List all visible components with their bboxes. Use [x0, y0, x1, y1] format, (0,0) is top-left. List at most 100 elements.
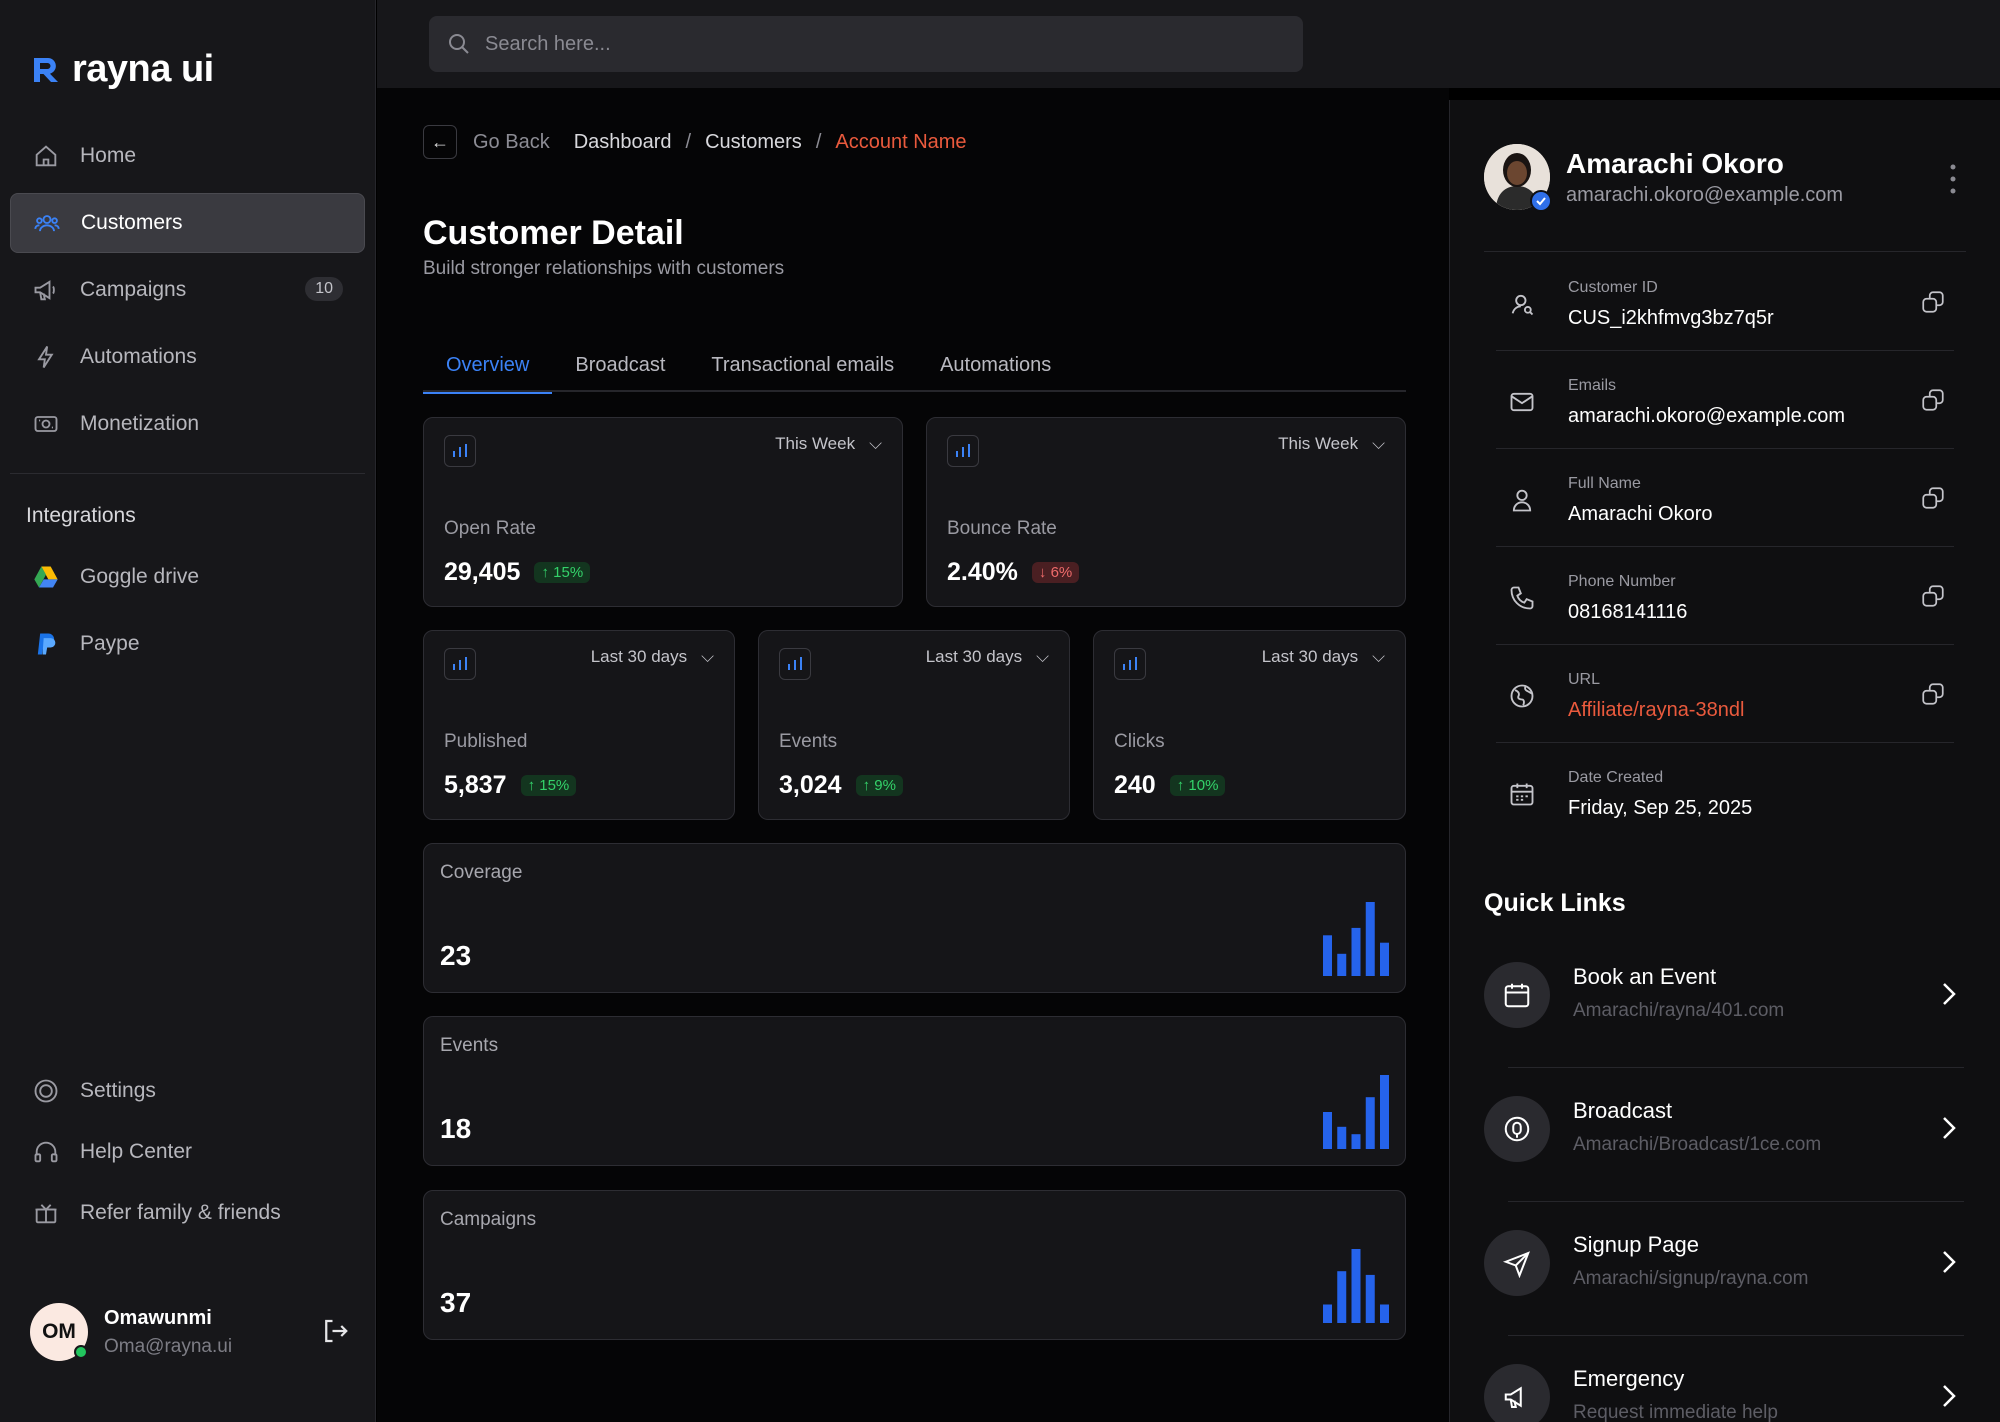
field-value: CUS_i2khfmvg3bz7q5r [1568, 307, 1774, 329]
chart-icon [444, 435, 476, 467]
date-range-label: This Week [1278, 434, 1359, 453]
copy-icon[interactable] [1920, 289, 1946, 315]
summary-value: 37 [440, 1287, 472, 1318]
field-label: Date Created [1568, 769, 1664, 786]
chevron-down-icon: ⌵ [869, 434, 882, 453]
customer-name: Amarachi Okoro [1566, 147, 1784, 179]
field-value: Friday, Sep 25, 2025 [1568, 797, 1753, 819]
summary-label: Coverage [440, 862, 523, 883]
mini-bar-chart [1323, 1249, 1389, 1323]
sidebar-item-customers[interactable]: Customers [10, 193, 365, 253]
field-label: Emails [1568, 377, 1617, 394]
stat-card-bounce-rate: This Week ⌵ Bounce Rate 2.40% ↓ 6% [926, 417, 1406, 607]
tab-broadcast[interactable]: Broadcast [575, 354, 666, 376]
tab-transactional-emails[interactable]: Transactional emails [711, 354, 895, 376]
stat-label: Open Rate [444, 518, 536, 539]
go-back-link[interactable]: Go Back [473, 130, 550, 153]
main-nav: Home Customers Campaigns 10 Automations … [10, 126, 365, 461]
avatar-initials: OM [42, 1320, 76, 1343]
quick-link-book-event[interactable]: Book an Event Amarachi/rayna/401.com [1484, 934, 1964, 1068]
sidebar-item-home[interactable]: Home [10, 126, 365, 186]
date-range-dropdown[interactable]: Last 30 days ⌵ [1262, 647, 1385, 667]
quick-link-signup-page[interactable]: Signup Page Amarachi/signup/rayna.com [1484, 1202, 1964, 1336]
copy-icon[interactable] [1920, 485, 1946, 511]
tab-overview[interactable]: Overview [423, 344, 553, 394]
avatar[interactable]: OM [30, 1303, 88, 1361]
date-range-label: Last 30 days [1261, 647, 1359, 666]
arrow-up-icon: ↑ [527, 777, 536, 794]
sidebar-item-refer[interactable]: Refer family & friends [10, 1183, 365, 1243]
breadcrumb-dashboard[interactable]: Dashboard [573, 130, 672, 153]
chevron-right-icon [1943, 1117, 1956, 1139]
field-value: amarachi.okoro@example.com [1568, 405, 1846, 427]
stat-value: 3,024 [779, 771, 842, 799]
date-range-label: Last 30 days [590, 647, 688, 666]
stat-card-open-rate: This Week ⌵ Open Rate 29,405 ↑ 15% [423, 417, 903, 607]
date-range-dropdown[interactable]: Last 30 days ⌵ [926, 647, 1049, 667]
online-status-dot [74, 1345, 88, 1359]
top-bar [377, 0, 2000, 88]
trend-value: 15% [539, 777, 570, 794]
customer-panel: Amarachi Okoro amarachi.okoro@example.co… [1449, 100, 2000, 1422]
arrow-up-icon: ↑ [541, 564, 549, 581]
current-user: OM Omawunmi Oma@rayna.ui [30, 1302, 350, 1362]
sidebar-bottom-nav: Settings Help Center Refer family & frie… [10, 1061, 365, 1244]
sidebar-item-label: Campaigns [80, 278, 187, 301]
logout-icon[interactable] [320, 1316, 350, 1346]
users-icon [34, 215, 60, 232]
tab-automations[interactable]: Automations [940, 354, 1052, 376]
customer-avatar[interactable] [1484, 144, 1552, 212]
date-range-dropdown[interactable]: This Week ⌵ [1278, 434, 1385, 454]
sidebar-item-monetization[interactable]: Monetization [10, 394, 365, 454]
sidebar-item-label: Goggle drive [80, 565, 200, 588]
quick-link-emergency[interactable]: Emergency Request immediate help [1484, 1336, 1964, 1422]
copy-icon[interactable] [1920, 387, 1946, 413]
sidebar-item-label: Refer family & friends [80, 1201, 281, 1224]
summary-card-events: Events 18 [423, 1016, 1406, 1166]
mini-bar-chart [1323, 902, 1389, 976]
trend-badge: ↑ 9% [855, 775, 903, 796]
brand-logo[interactable]: rayna ui [30, 48, 214, 91]
copy-icon[interactable] [1920, 681, 1946, 707]
summary-label: Events [440, 1035, 499, 1056]
campaigns-count-badge: 10 [305, 277, 343, 301]
copy-icon[interactable] [1920, 583, 1946, 609]
affiliate-link[interactable]: Affiliate/rayna-38ndl [1568, 699, 1745, 721]
sidebar: rayna ui Home Customers Campaigns 10 Aut… [0, 0, 376, 1422]
field-label: URL [1568, 671, 1601, 688]
field-url: URL Affiliate/rayna-38ndl [1496, 648, 1956, 744]
search-input[interactable] [485, 32, 1265, 56]
more-options-icon[interactable] [1950, 164, 1956, 194]
date-range-dropdown[interactable]: This Week ⌵ [775, 434, 882, 454]
mini-bar [1365, 902, 1375, 976]
home-icon [35, 145, 57, 167]
quick-link-divider [1508, 1335, 1964, 1336]
mini-bar [1337, 953, 1347, 976]
user-name: Omawunmi [104, 1306, 212, 1329]
sidebar-item-settings[interactable]: Settings [10, 1061, 365, 1121]
breadcrumb-customers[interactable]: Customers [705, 130, 802, 153]
mini-bar [1323, 1304, 1332, 1323]
date-range-dropdown[interactable]: Last 30 days ⌵ [591, 647, 714, 667]
breadcrumb: ← Go Back Dashboard / Customers / Accoun… [423, 125, 967, 159]
sidebar-item-campaigns[interactable]: Campaigns 10 [10, 260, 365, 320]
search-bar[interactable] [429, 16, 1303, 72]
search-icon [449, 34, 469, 54]
page-subtitle: Build stronger relationships with custom… [423, 258, 785, 279]
panel-divider [1496, 644, 1954, 645]
sidebar-item-google-drive[interactable]: Goggle drive [10, 547, 365, 607]
quick-link-broadcast[interactable]: Broadcast Amarachi/Broadcast/1ce.com [1484, 1068, 1964, 1202]
panel-divider [1496, 350, 1954, 351]
chevron-right-icon [1943, 983, 1956, 1005]
stat-label: Published [444, 731, 528, 752]
back-arrow-button[interactable]: ← [423, 125, 457, 159]
arrow-up-icon: ↑ [862, 777, 871, 794]
quick-link-url: Amarachi/rayna/401.com [1573, 1000, 1785, 1021]
sidebar-item-paype[interactable]: Paype [10, 614, 365, 674]
user-icon [1512, 489, 1532, 512]
quick-link-icon-wrap [1484, 1096, 1550, 1162]
sidebar-item-automations[interactable]: Automations [10, 327, 365, 387]
summary-value: 18 [440, 1113, 472, 1144]
sidebar-item-help-center[interactable]: Help Center [10, 1122, 365, 1182]
quick-link-divider [1508, 1067, 1964, 1068]
